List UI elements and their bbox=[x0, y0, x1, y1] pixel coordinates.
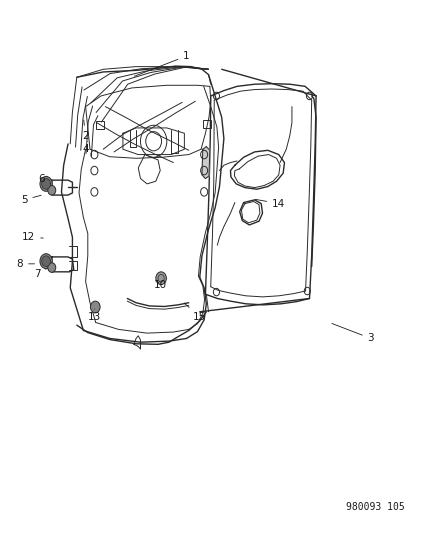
Circle shape bbox=[40, 254, 52, 269]
Text: 7: 7 bbox=[34, 269, 46, 279]
Text: 6: 6 bbox=[38, 174, 50, 184]
Circle shape bbox=[48, 263, 56, 272]
Text: 8: 8 bbox=[16, 259, 35, 269]
Text: 13: 13 bbox=[88, 309, 101, 322]
Circle shape bbox=[42, 256, 50, 266]
Text: 2: 2 bbox=[82, 120, 89, 141]
Circle shape bbox=[155, 272, 166, 285]
Bar bbox=[203, 120, 211, 128]
Text: 5: 5 bbox=[21, 195, 41, 205]
Text: 12: 12 bbox=[22, 232, 43, 242]
Text: 4: 4 bbox=[82, 141, 89, 154]
Text: 15: 15 bbox=[184, 303, 206, 322]
Text: 1: 1 bbox=[134, 51, 190, 76]
Text: 14: 14 bbox=[254, 199, 285, 208]
Circle shape bbox=[48, 185, 56, 195]
Text: 980093 105: 980093 105 bbox=[345, 503, 404, 512]
Circle shape bbox=[40, 176, 52, 191]
Text: 10: 10 bbox=[153, 280, 166, 290]
Circle shape bbox=[90, 301, 100, 313]
Circle shape bbox=[42, 179, 50, 189]
Bar bbox=[95, 121, 103, 129]
Text: 3: 3 bbox=[331, 324, 374, 343]
Polygon shape bbox=[201, 147, 209, 179]
